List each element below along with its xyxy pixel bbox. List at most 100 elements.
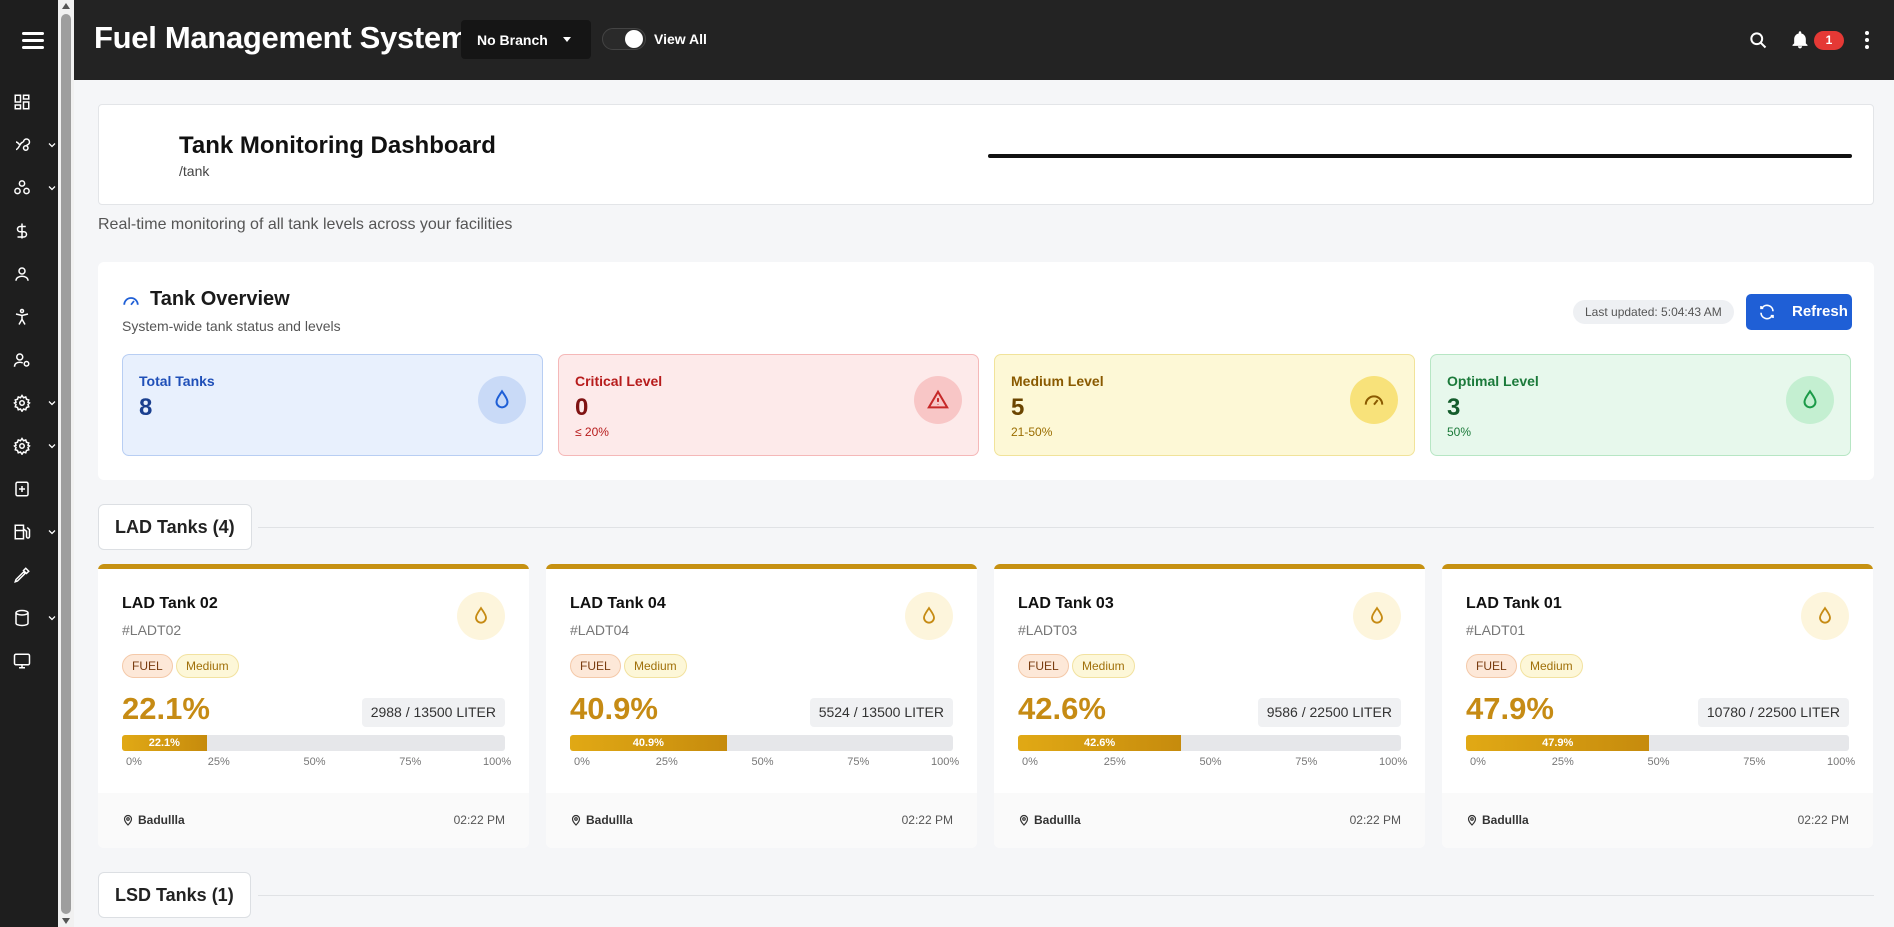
tank-footer: Badullla 02:22 PM <box>98 793 529 848</box>
stat-icon-wrap <box>1786 376 1834 424</box>
scale-tick-label: 100% <box>931 756 960 768</box>
app-title: Fuel Management System <box>94 20 469 55</box>
tank-updated-time: 02:22 PM <box>901 813 953 827</box>
sidebar-item-ledger[interactable] <box>0 474 58 504</box>
user-icon <box>15 267 29 281</box>
tank-scale: 0% 25% 50% 75% 100% <box>1018 756 1407 770</box>
tank-level-fill: 22.1% <box>122 735 207 751</box>
notification-count-badge[interactable]: 1 <box>1814 31 1844 50</box>
refresh-icon <box>1760 304 1774 320</box>
page-title: Tank Monitoring Dashboard <box>179 132 496 159</box>
tank-footer: Badullla 02:22 PM <box>994 793 1425 848</box>
sidebar-item-hierarchy[interactable] <box>0 173 58 203</box>
tank-scale: 0% 25% 50% 75% 100% <box>122 756 511 770</box>
tank-location: Badullla <box>138 813 185 827</box>
tank-status-accent <box>994 564 1425 569</box>
tank-level-bar: 42.6% <box>1018 735 1401 751</box>
sidebar-item-database[interactable] <box>0 603 58 633</box>
more-options-icon[interactable] <box>1864 30 1870 50</box>
tank-location: Badullla <box>1482 813 1529 827</box>
tank-level-bar: 40.9% <box>570 735 953 751</box>
scale-tick-label: 0% <box>574 756 590 768</box>
bell-icon[interactable] <box>1790 30 1810 50</box>
sidebar-item-dashboard[interactable] <box>0 87 58 117</box>
scale-tick-label: 25% <box>1551 756 1574 768</box>
tank-volume: 10780 / 22500 LITER <box>1697 698 1849 727</box>
fuel-type-chip: FUEL <box>570 654 621 678</box>
tank-name: LAD Tank 02 <box>122 595 218 612</box>
scroll-up-arrow-icon[interactable] <box>62 3 70 9</box>
tank-percentage: 40.9% <box>570 691 658 726</box>
location-pin-icon <box>123 814 133 826</box>
sidebar-item-settings-2[interactable] <box>0 431 58 461</box>
search-icon[interactable] <box>1748 30 1768 50</box>
stat-value: 8 <box>139 394 153 421</box>
location-pin-icon <box>1467 814 1477 826</box>
sidebar-item-pipette[interactable] <box>0 560 58 590</box>
droplet-icon <box>475 606 487 624</box>
branch-select[interactable]: No Branch <box>461 20 591 59</box>
sidebar-scrollbar[interactable] <box>58 0 74 927</box>
chevron-down-icon <box>48 616 56 621</box>
tank-name: LAD Tank 03 <box>1018 595 1114 612</box>
scale-tick-label: 25% <box>1103 756 1126 768</box>
scale-tick-label: 50% <box>751 756 774 768</box>
tank-fill-label: 42.6% <box>1083 737 1116 749</box>
gauge-icon <box>123 297 139 306</box>
hamburger-menu-icon[interactable] <box>22 30 46 50</box>
chevron-down-icon <box>48 444 56 449</box>
tank-status-accent <box>546 564 977 569</box>
scale-tick-label: 50% <box>1199 756 1222 768</box>
sidebar-item-user-settings[interactable] <box>0 345 58 375</box>
overview-description: System-wide tank status and levels <box>122 318 341 334</box>
tank-updated-time: 02:22 PM <box>1797 813 1849 827</box>
sidebar-item-accessibility[interactable] <box>0 302 58 332</box>
tank-card[interactable]: LAD Tank 02 #LADT02 FUEL Medium 22.1% 2988 / … <box>98 564 529 848</box>
stat-icon-wrap <box>914 376 962 424</box>
level-chip: Medium <box>624 654 687 678</box>
sidebar-item-monitor[interactable] <box>0 646 58 676</box>
scrollbar-thumb[interactable] <box>61 14 71 914</box>
stat-medium-level: Medium Level 5 21-50% <box>994 354 1415 456</box>
tank-droplet-badge <box>1353 592 1401 640</box>
gauge-icon <box>1364 395 1384 406</box>
tank-card[interactable]: LAD Tank 01 #LADT01 FUEL Medium 47.9% 10780 /… <box>1442 564 1873 848</box>
tank-droplet-badge <box>905 592 953 640</box>
view-all-label: View All <box>654 31 707 47</box>
sidebar-item-users[interactable] <box>0 259 58 289</box>
chevron-down-icon <box>48 143 56 148</box>
droplet-icon <box>495 389 509 409</box>
stat-total-tanks: Total Tanks 8 <box>122 354 543 456</box>
level-chip: Medium <box>1520 654 1583 678</box>
sidebar-item-fuel[interactable] <box>0 130 58 160</box>
gear-icon <box>13 394 31 412</box>
stat-value: 3 <box>1447 394 1461 421</box>
fuel-type-chip: FUEL <box>1466 654 1517 678</box>
scale-tick-label: 75% <box>399 756 422 768</box>
stat-label: Total Tanks <box>139 373 215 389</box>
tank-fill-label: 22.1% <box>148 737 180 749</box>
view-all-toggle[interactable] <box>602 28 646 50</box>
tank-droplet-badge <box>1801 592 1849 640</box>
sidebar-item-fuel-station[interactable] <box>0 517 58 547</box>
dollar-icon <box>16 223 28 239</box>
stat-value: 5 <box>1011 394 1025 421</box>
tank-volume: 2988 / 13500 LITER <box>361 698 505 727</box>
scale-tick-label: 50% <box>1647 756 1670 768</box>
tank-card[interactable]: LAD Tank 04 #LADT04 FUEL Medium 40.9% 5524 / … <box>546 564 977 848</box>
page-header-card: Tank Monitoring Dashboard /tank <box>98 104 1874 205</box>
sidebar-item-settings-1[interactable] <box>0 388 58 418</box>
tank-droplet-badge <box>457 592 505 640</box>
tank-card[interactable]: LAD Tank 03 #LADT03 FUEL Medium 42.6% 9586 / … <box>994 564 1425 848</box>
stat-range: 50% <box>1447 425 1472 439</box>
droplet-icon <box>923 606 935 624</box>
tank-status-accent <box>1442 564 1873 569</box>
scroll-down-arrow-icon[interactable] <box>62 918 70 924</box>
tank-scale: 0% 25% 50% 75% 100% <box>570 756 959 770</box>
tank-percentage: 42.6% <box>1018 691 1106 726</box>
refresh-button[interactable]: Refresh <box>1746 294 1852 330</box>
tank-footer: Badullla 02:22 PM <box>1442 793 1873 848</box>
scale-tick-label: 75% <box>1743 756 1766 768</box>
sidebar-item-finance[interactable] <box>0 216 58 246</box>
overview-title: Tank Overview <box>150 288 290 310</box>
